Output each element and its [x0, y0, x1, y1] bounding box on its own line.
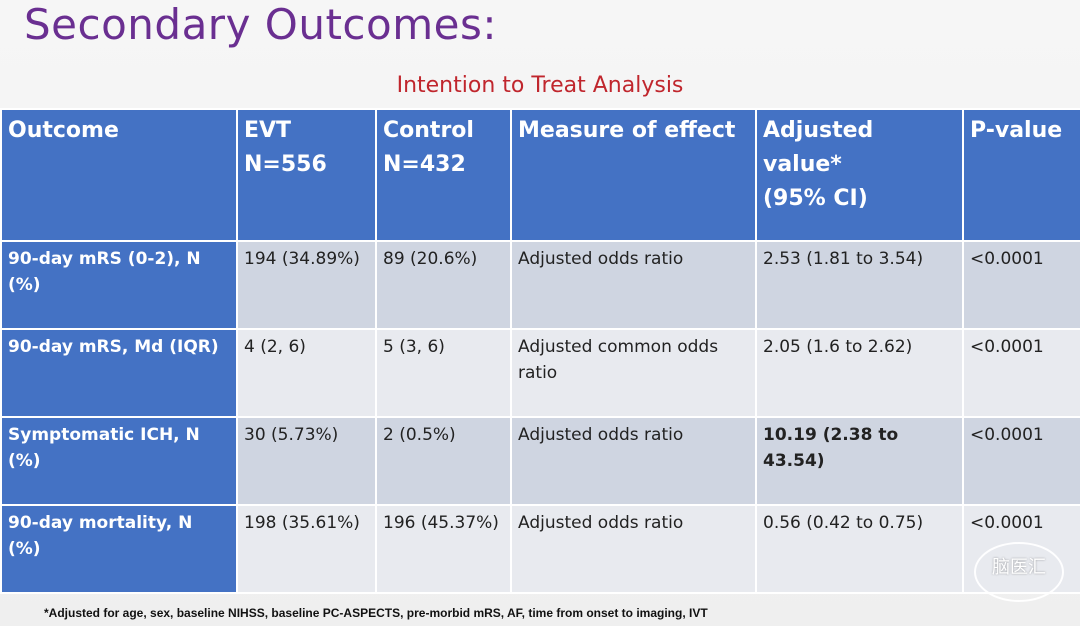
- row-control: 2 (0.5%): [375, 416, 512, 506]
- slide-title: Secondary Outcomes:: [24, 0, 497, 49]
- row-pvalue: <0.0001: [962, 328, 1080, 418]
- table-row: 90-day mRS (0-2), N (%) 194 (34.89%) 89 …: [0, 240, 1080, 330]
- row-measure: Adjusted odds ratio: [510, 416, 757, 506]
- row-pvalue: <0.0001: [962, 416, 1080, 506]
- row-adjusted: 2.05 (1.6 to 2.62): [755, 328, 964, 418]
- row-control: 89 (20.6%): [375, 240, 512, 330]
- row-control: 196 (45.37%): [375, 504, 512, 594]
- row-outcome: 90-day mortality, N (%): [0, 504, 238, 594]
- header-evt: EVT N=556: [236, 108, 377, 242]
- footnote: *Adjusted for age, sex, baseline NIHSS, …: [44, 606, 708, 620]
- row-measure: Adjusted odds ratio: [510, 240, 757, 330]
- row-measure: Adjusted odds ratio: [510, 504, 757, 594]
- table-row: 90-day mRS, Md (IQR) 4 (2, 6) 5 (3, 6) A…: [0, 328, 1080, 418]
- header-outcome: Outcome: [0, 108, 238, 242]
- row-adjusted: 10.19 (2.38 to 43.54): [755, 416, 964, 506]
- header-pvalue: P-value: [962, 108, 1080, 242]
- table-row: Symptomatic ICH, N (%) 30 (5.73%) 2 (0.5…: [0, 416, 1080, 506]
- row-outcome: 90-day mRS (0-2), N (%): [0, 240, 238, 330]
- row-control: 5 (3, 6): [375, 328, 512, 418]
- slide-subtitle: Intention to Treat Analysis: [396, 73, 684, 98]
- row-evt: 4 (2, 6): [236, 328, 377, 418]
- row-evt: 194 (34.89%): [236, 240, 377, 330]
- header-control: Control N=432: [375, 108, 512, 242]
- row-outcome: Symptomatic ICH, N (%): [0, 416, 238, 506]
- row-pvalue: <0.0001: [962, 240, 1080, 330]
- table-header-row: Outcome EVT N=556 Control N=432 Measure …: [0, 108, 1080, 242]
- row-adjusted: 2.53 (1.81 to 3.54): [755, 240, 964, 330]
- row-measure: Adjusted common odds ratio: [510, 328, 757, 418]
- table-row: 90-day mortality, N (%) 198 (35.61%) 196…: [0, 504, 1080, 594]
- row-evt: 30 (5.73%): [236, 416, 377, 506]
- row-outcome: 90-day mRS, Md (IQR): [0, 328, 238, 418]
- watermark-logo: 脑医汇: [974, 542, 1064, 602]
- row-adjusted: 0.56 (0.42 to 0.75): [755, 504, 964, 594]
- row-evt: 198 (35.61%): [236, 504, 377, 594]
- header-adjusted: Adjusted value* (95% CI): [755, 108, 964, 242]
- header-measure: Measure of effect: [510, 108, 757, 242]
- outcomes-table: Outcome EVT N=556 Control N=432 Measure …: [0, 108, 1080, 594]
